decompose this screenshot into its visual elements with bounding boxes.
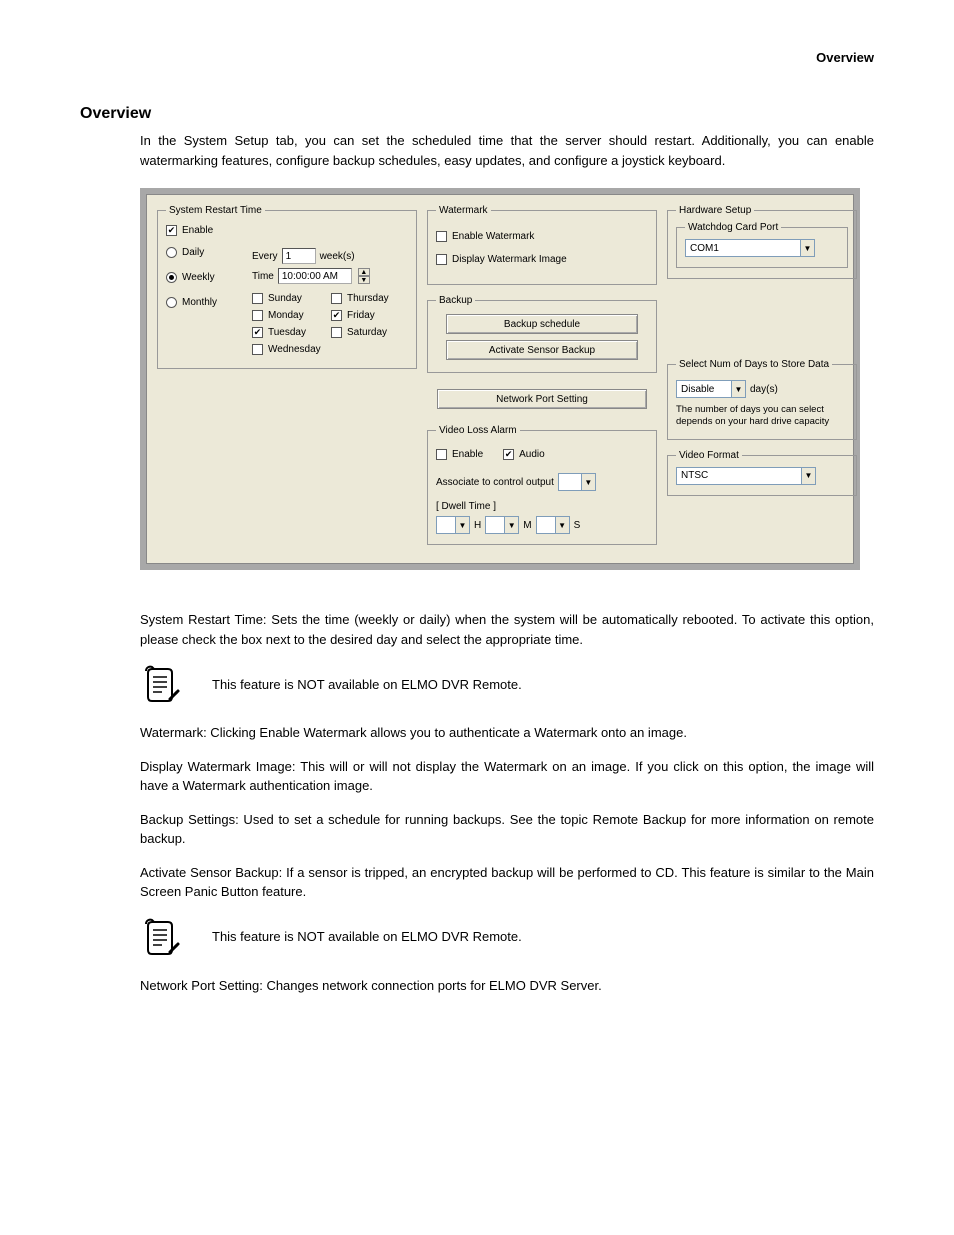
backup-group: Backup Backup schedule Activate Sensor B… [427,295,657,373]
video-format-select[interactable]: NTSC▼ [676,467,816,485]
paragraph-restart-time: System Restart Time: Sets the time (week… [140,610,874,649]
dwell-time-label: [ Dwell Time ] [436,501,648,512]
system-setup-screenshot: System Restart Time ✔Enable Daily Weekly… [140,188,860,570]
day-wednesday-checkbox[interactable]: Wednesday [252,344,329,355]
store-days-select[interactable]: Disable▼ [676,380,746,398]
paragraph-display-watermark: Display Watermark Image: This will or wi… [140,757,874,796]
note-row-2: This feature is NOT available on ELMO DV… [140,916,874,958]
intro-paragraph: In the System Setup tab, you can set the… [140,131,874,170]
hardware-setup-group: Hardware Setup Watchdog Card Port COM1▼ [667,205,857,279]
chevron-down-icon: ▼ [731,381,745,397]
dwell-h-select[interactable]: ▼ [436,516,470,534]
store-days-group: Select Num of Days to Store Data Disable… [667,359,857,440]
chevron-down-icon: ▼ [504,517,518,533]
note-text-1: This feature is NOT available on ELMO DV… [212,677,522,692]
day-tuesday-checkbox[interactable]: ✔Tuesday [252,327,329,338]
watchdog-port-select[interactable]: COM1▼ [685,239,815,257]
note-text-2: This feature is NOT available on ELMO DV… [212,929,522,944]
freq-monthly-radio[interactable]: Monthly [166,297,246,308]
network-port-setting-button[interactable]: Network Port Setting [437,389,647,409]
day-saturday-checkbox[interactable]: Saturday [331,327,408,338]
video-loss-legend: Video Loss Alarm [436,425,520,436]
every-unit: week(s) [320,251,355,262]
paragraph-sensor-backup: Activate Sensor Backup: If a sensor is t… [140,863,874,902]
backup-schedule-button[interactable]: Backup schedule [446,314,638,334]
video-loss-group: Video Loss Alarm Enable ✔Audio Associate… [427,425,657,545]
time-input[interactable]: 10:00:00 AM [278,268,352,284]
watchdog-legend: Watchdog Card Port [685,222,781,233]
hardware-setup-legend: Hardware Setup [676,205,754,216]
dwell-m-select[interactable]: ▼ [485,516,519,534]
enable-watermark-checkbox[interactable]: Enable Watermark [436,231,648,242]
day-thursday-checkbox[interactable]: Thursday [331,293,408,304]
chevron-down-icon: ▼ [800,240,814,256]
every-input[interactable]: 1 [282,248,316,264]
note-icon [140,663,182,705]
system-restart-group: System Restart Time ✔Enable Daily Weekly… [157,205,417,369]
video-format-legend: Video Format [676,450,742,461]
chevron-down-icon: ▼ [581,474,595,490]
video-format-group: Video Format NTSC▼ [667,450,857,496]
activate-sensor-backup-button[interactable]: Activate Sensor Backup [446,340,638,360]
freq-daily-radio[interactable]: Daily [166,247,246,258]
paragraph-backup-settings: Backup Settings: Used to set a schedule … [140,810,874,849]
display-watermark-checkbox[interactable]: Display Watermark Image [436,254,648,265]
page-header-label: Overview [80,50,874,65]
chevron-down-icon: ▼ [801,468,815,484]
note-row-1: This feature is NOT available on ELMO DV… [140,663,874,705]
paragraph-network-port: Network Port Setting: Changes network co… [140,976,874,996]
backup-legend: Backup [436,295,475,306]
day-sunday-checkbox[interactable]: Sunday [252,293,329,304]
day-monday-checkbox[interactable]: Monday [252,310,329,321]
assoc-label: Associate to control output [436,477,554,488]
system-restart-legend: System Restart Time [166,205,265,216]
day-friday-checkbox[interactable]: ✔Friday [331,310,408,321]
store-days-hint: The number of days you can select depend… [676,404,848,429]
watermark-legend: Watermark [436,205,491,216]
watchdog-group: Watchdog Card Port COM1▼ [676,222,848,268]
watermark-group: Watermark Enable Watermark Display Water… [427,205,657,285]
store-days-unit: day(s) [750,384,778,395]
paragraph-watermark: Watermark: Clicking Enable Watermark all… [140,723,874,743]
videoloss-enable-checkbox[interactable]: Enable [436,449,483,460]
restart-enable-checkbox[interactable]: ✔Enable [166,225,408,236]
time-label: Time [252,271,274,282]
store-days-legend: Select Num of Days to Store Data [676,359,832,370]
overview-heading: Overview [80,105,874,123]
videoloss-audio-checkbox[interactable]: ✔Audio [503,449,545,460]
time-spinner[interactable]: ▲▼ [358,268,370,284]
assoc-output-select[interactable]: ▼ [558,473,596,491]
chevron-down-icon: ▼ [455,517,469,533]
chevron-down-icon: ▼ [555,517,569,533]
note-icon [140,916,182,958]
dwell-s-select[interactable]: ▼ [536,516,570,534]
restart-enable-label: Enable [182,225,213,236]
system-setup-dialog: System Restart Time ✔Enable Daily Weekly… [146,194,854,564]
freq-weekly-radio[interactable]: Weekly [166,272,246,283]
every-label: Every [252,251,278,262]
